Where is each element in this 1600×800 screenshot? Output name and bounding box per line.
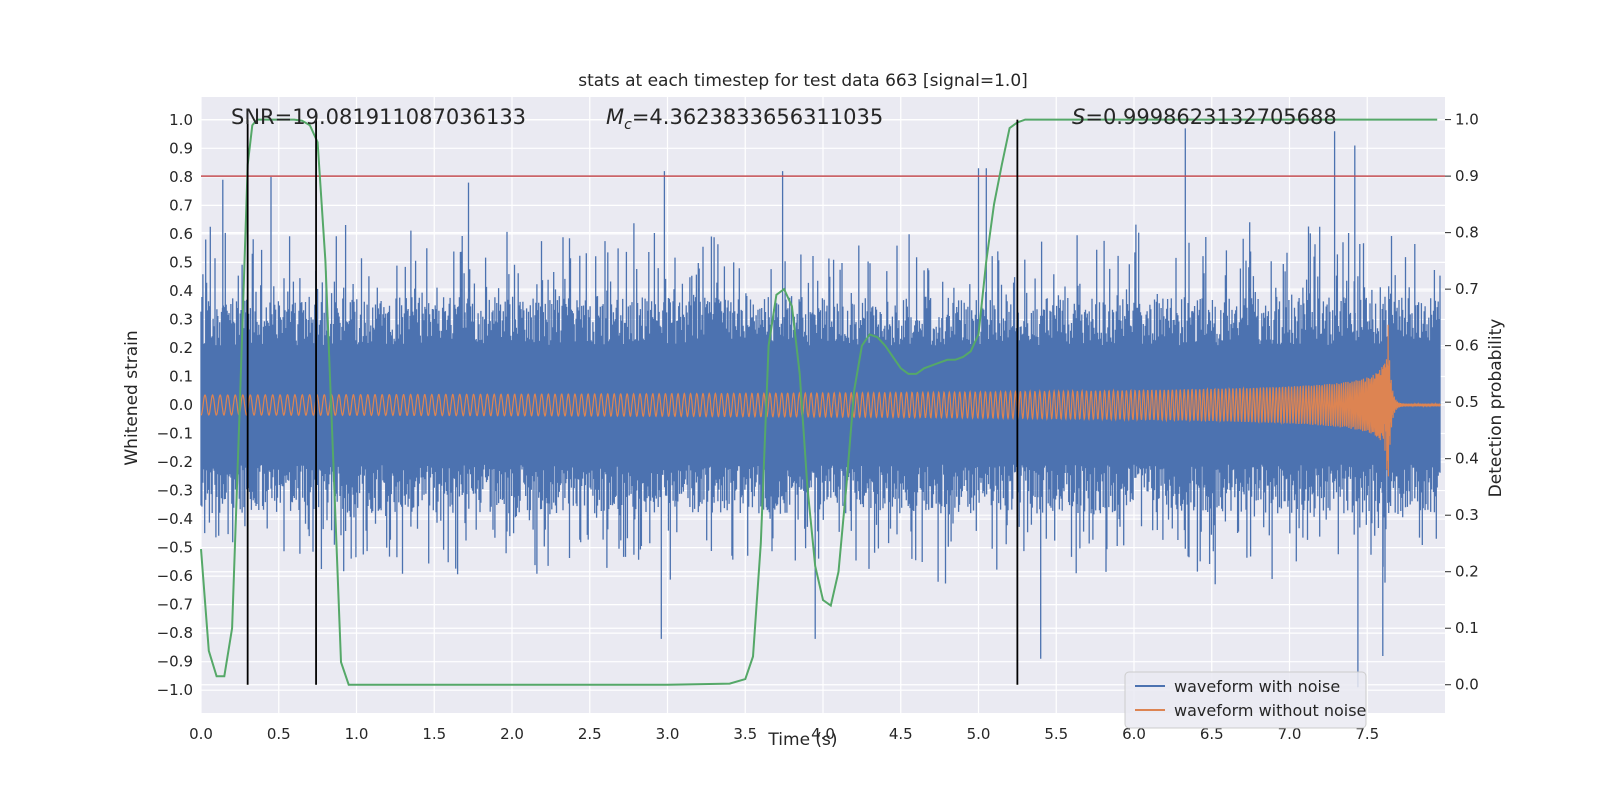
y-left-tick-label: −0.4 bbox=[157, 510, 193, 528]
significance-annotation: S=0.9998623132705688 bbox=[1072, 105, 1337, 129]
probability-line bbox=[200, 118, 1438, 686]
x-tick-label: 7.0 bbox=[1278, 725, 1302, 743]
y-left-tick-label: 0.2 bbox=[169, 339, 193, 357]
legend-box bbox=[1124, 671, 1367, 729]
x-tick-label: 6.0 bbox=[1122, 725, 1146, 743]
x-tick-label: 1.0 bbox=[345, 725, 369, 743]
y-left-tick-label: 0.6 bbox=[169, 225, 193, 243]
series-waveform-without-noise bbox=[200, 324, 1441, 477]
x-tick-label: 0.5 bbox=[267, 725, 291, 743]
y-left-tick-label: 0.4 bbox=[169, 282, 193, 300]
x-axis-ticks: 0.0 0.5 1.0 1.5 2.0 2.5 3.0 3.5 4.0 4.5 5.0 5.5 6.0 6… bbox=[189, 725, 1379, 743]
y-right-tick-label: 0.6 bbox=[1455, 337, 1479, 355]
y-left-tick-label: 0.7 bbox=[169, 196, 193, 214]
y-left-axis-label: Whitened strain bbox=[122, 330, 142, 465]
y-right-tick-label: 0.8 bbox=[1455, 224, 1479, 242]
y-left-axis-ticks: 1.0 0.9 0.8 0.7 0.6 0.5 0.4 0.3 0.2 0.1 0.0 −0.1 −0.… bbox=[157, 111, 193, 699]
x-tick-label: 3.5 bbox=[733, 725, 757, 743]
legend-label-noisy: waveform with noise bbox=[1174, 677, 1340, 696]
mc-symbol: M bbox=[606, 105, 624, 129]
y-left-tick-label: 0.5 bbox=[169, 253, 193, 271]
y-left-tick-label: 0.9 bbox=[169, 139, 193, 157]
y-left-tick-label: −0.3 bbox=[157, 482, 193, 500]
x-tick-label: 0.0 bbox=[189, 725, 213, 743]
y-right-tick-label: 0.3 bbox=[1455, 506, 1479, 524]
y-right-tick-label: 0.2 bbox=[1455, 563, 1479, 581]
y-right-tick-label: 0.1 bbox=[1455, 619, 1479, 637]
y-left-tick-label: −0.9 bbox=[157, 653, 193, 671]
y-right-axis-ticks: 1.0 0.9 0.8 0.7 0.6 0.5 0.4 0.3 0.2 0.1 0.0 bbox=[1445, 111, 1479, 694]
x-tick-label: 4.5 bbox=[889, 725, 913, 743]
x-tick-label: 2.5 bbox=[578, 725, 602, 743]
y-left-tick-label: −0.2 bbox=[157, 453, 193, 471]
clean-waveform-line bbox=[200, 324, 1441, 477]
legend-label-clean: waveform without noise bbox=[1174, 701, 1366, 720]
legend: waveform with noise waveform without noi… bbox=[1124, 671, 1367, 729]
y-left-tick-label: −0.6 bbox=[157, 567, 193, 585]
y-left-tick-label: −1.0 bbox=[157, 681, 193, 699]
x-axis-label: Time (s) bbox=[767, 730, 837, 750]
x-tick-label: 1.5 bbox=[422, 725, 446, 743]
x-tick-label: 4.0 bbox=[811, 725, 835, 743]
y-right-tick-label: 0.7 bbox=[1455, 280, 1479, 298]
chirp-mass-annotation: Mc=4.3623833656311035 bbox=[606, 105, 883, 133]
x-tick-label: 7.5 bbox=[1355, 725, 1379, 743]
y-left-tick-label: 0.3 bbox=[169, 310, 193, 328]
series-detection-probability bbox=[200, 118, 1438, 686]
y-left-tick-label: −0.1 bbox=[157, 425, 193, 443]
mc-subscript: c bbox=[624, 117, 632, 133]
y-left-tick-label: 0.0 bbox=[169, 396, 193, 414]
x-tick-label: 5.5 bbox=[1044, 725, 1068, 743]
y-left-tick-label: 0.8 bbox=[169, 168, 193, 186]
snr-annotation: SNR=19.081911087036133 bbox=[231, 105, 526, 129]
x-tick-label: 5.0 bbox=[967, 725, 991, 743]
y-right-tick-label: 0.5 bbox=[1455, 393, 1479, 411]
y-left-tick-label: −0.7 bbox=[157, 596, 193, 614]
y-left-tick-label: 1.0 bbox=[169, 111, 193, 129]
y-right-axis-label: Detection probability bbox=[1486, 319, 1506, 498]
chart-title: stats at each timestep for test data 663… bbox=[578, 71, 1028, 91]
y-right-tick-label: 0.0 bbox=[1455, 676, 1479, 694]
s-value: =0.9998623132705688 bbox=[1085, 105, 1336, 129]
y-right-tick-label: 0.4 bbox=[1455, 450, 1479, 468]
y-left-tick-label: −0.8 bbox=[157, 624, 193, 642]
y-right-tick-label: 1.0 bbox=[1455, 111, 1479, 129]
y-right-tick-label: 0.9 bbox=[1455, 167, 1479, 185]
y-left-tick-label: −0.5 bbox=[157, 539, 193, 557]
s-symbol: S bbox=[1072, 105, 1085, 129]
vertical-markers bbox=[246, 119, 1019, 685]
y-left-tick-label: 0.1 bbox=[169, 367, 193, 385]
x-tick-label: 3.0 bbox=[656, 725, 680, 743]
x-tick-label: 2.0 bbox=[500, 725, 524, 743]
x-tick-label: 6.5 bbox=[1200, 725, 1224, 743]
mc-value: =4.3623833656311035 bbox=[632, 105, 883, 129]
